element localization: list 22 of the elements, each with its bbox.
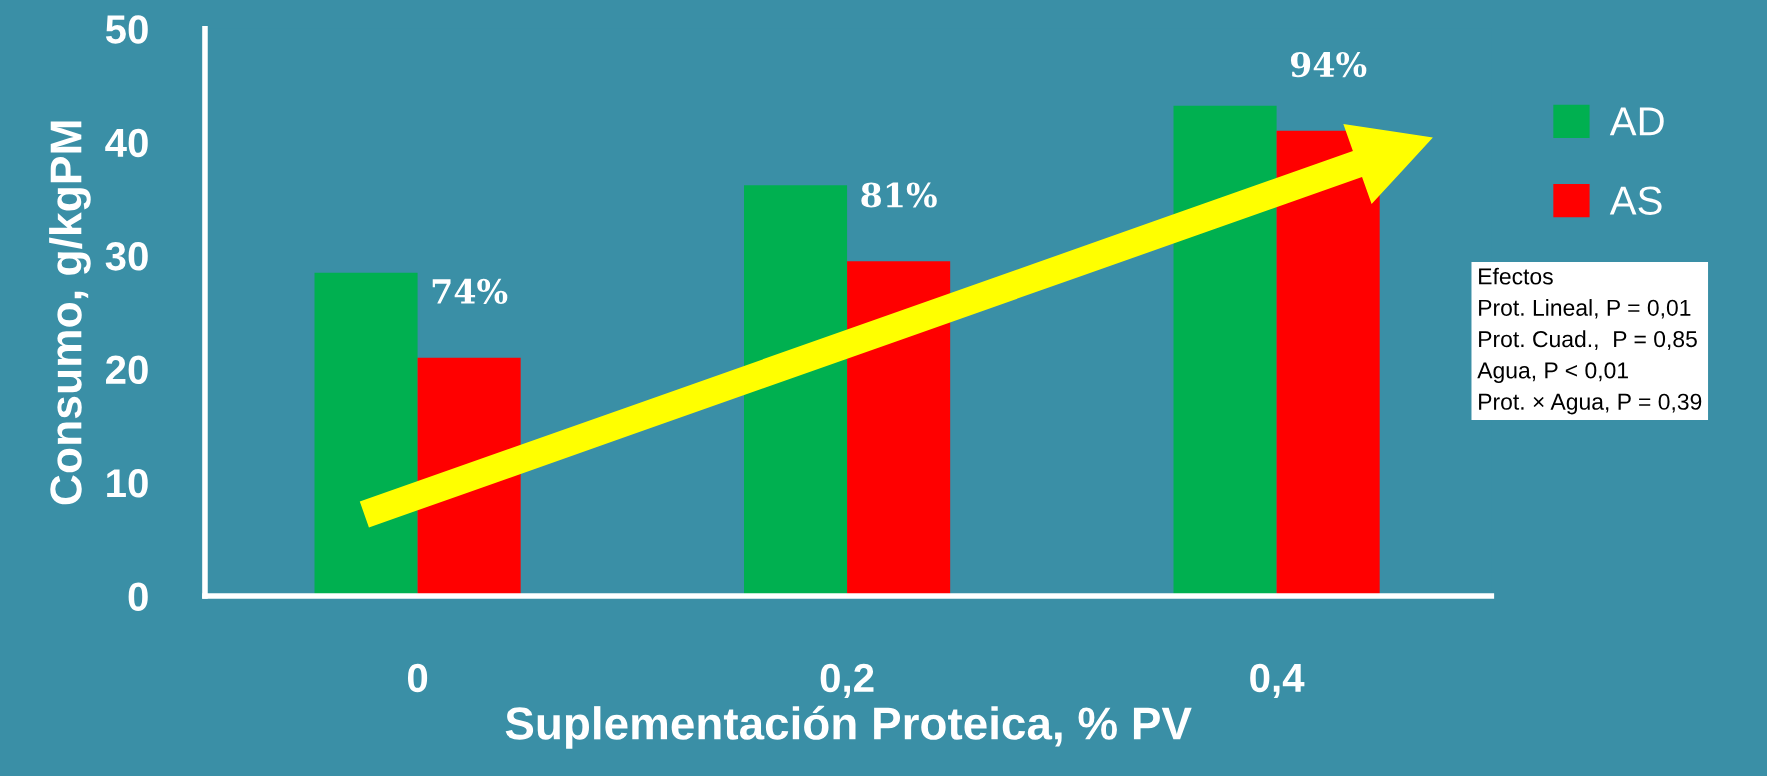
x-axis-title: Suplementación Proteica, % PV [505,705,1192,749]
annotation: 81% [861,182,937,208]
x-tick-label: 0,4 [1250,663,1305,699]
y-tick-label: 30 [105,242,148,271]
bar [1276,130,1380,596]
bar [847,261,951,596]
y-axis-title: Consumo, g/kgPM [49,121,91,505]
annotation: Efectos Prot. Lineal, P = 0,01 Prot. Cuad., P = 0,85 Agua, P < 0,01 Prot. × Agua, P = 0,39 [1477,267,1702,415]
legend-label: AD [1609,107,1664,136]
y-tick-label: 40 [105,128,148,158]
annotation: 94% [1290,51,1367,78]
y-tick-label: 50 [105,15,148,44]
bar [314,272,418,596]
bar [1173,105,1277,596]
annotation: 74% [432,278,508,305]
legend-label: AS [1609,186,1662,215]
x-tick-label: 0 [407,663,428,693]
y-tick-label: 10 [107,468,148,498]
x-tick-label: 0,2 [820,663,874,699]
bar [744,185,848,596]
y-tick-label: 0 [128,582,148,611]
y-tick-label: 20 [106,355,148,385]
